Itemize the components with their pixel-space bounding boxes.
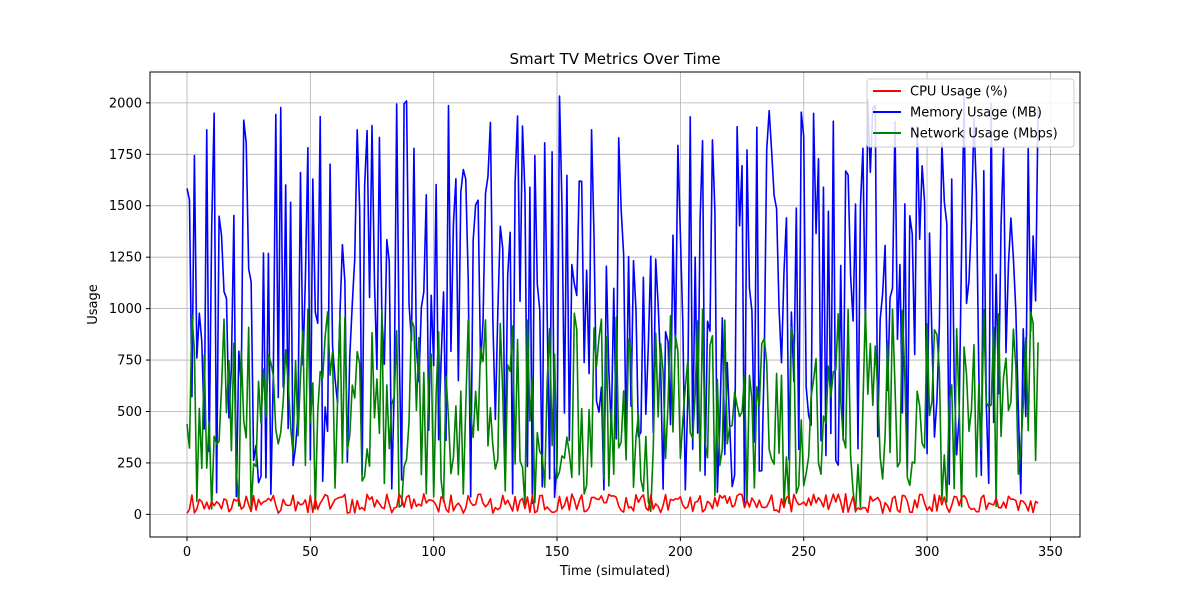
y-tick-label: 1500	[109, 199, 142, 214]
plot-frame	[149, 71, 1081, 538]
y-tick-label: 1250	[109, 251, 142, 266]
legend-label-cpu: CPU Usage (%)	[910, 85, 1008, 100]
x-tick-label: 150	[545, 545, 570, 560]
legend: CPU Usage (%) Memory Usage (MB) Network …	[866, 78, 1075, 148]
y-tick-label: 500	[117, 405, 142, 420]
x-axis-label: Time (simulated)	[559, 564, 670, 579]
legend-box	[866, 78, 1075, 148]
y-tick-label: 1750	[109, 148, 142, 163]
ticks: 0 50 100 150 200 250 300 350 0 250 500 750 1000 1250 1…	[109, 96, 1063, 560]
y-tick-label: 1000	[109, 302, 142, 317]
y-tick-label: 250	[117, 456, 142, 471]
y-tick-label: 2000	[109, 96, 142, 111]
x-tick-label: 100	[421, 545, 446, 560]
x-tick-label: 350	[1038, 545, 1063, 560]
legend-label-memory: Memory Usage (MB)	[910, 106, 1042, 121]
network-usage-line	[186, 308, 1039, 513]
y-axis-label: Usage	[86, 284, 101, 325]
x-tick-label: 0	[183, 545, 191, 560]
series-layer	[186, 95, 1039, 515]
memory-usage-line	[186, 95, 1039, 505]
chart-title: Smart TV Metrics Over Time	[509, 50, 720, 68]
y-tick-label: 0	[134, 508, 142, 523]
x-tick-label: 250	[791, 545, 816, 560]
x-tick-label: 200	[668, 545, 693, 560]
x-tick-label: 300	[915, 545, 940, 560]
x-tick-label: 50	[302, 545, 319, 560]
cpu-usage-line	[186, 492, 1039, 515]
y-tick-label: 750	[117, 354, 142, 369]
legend-label-network: Network Usage (Mbps)	[910, 127, 1058, 142]
